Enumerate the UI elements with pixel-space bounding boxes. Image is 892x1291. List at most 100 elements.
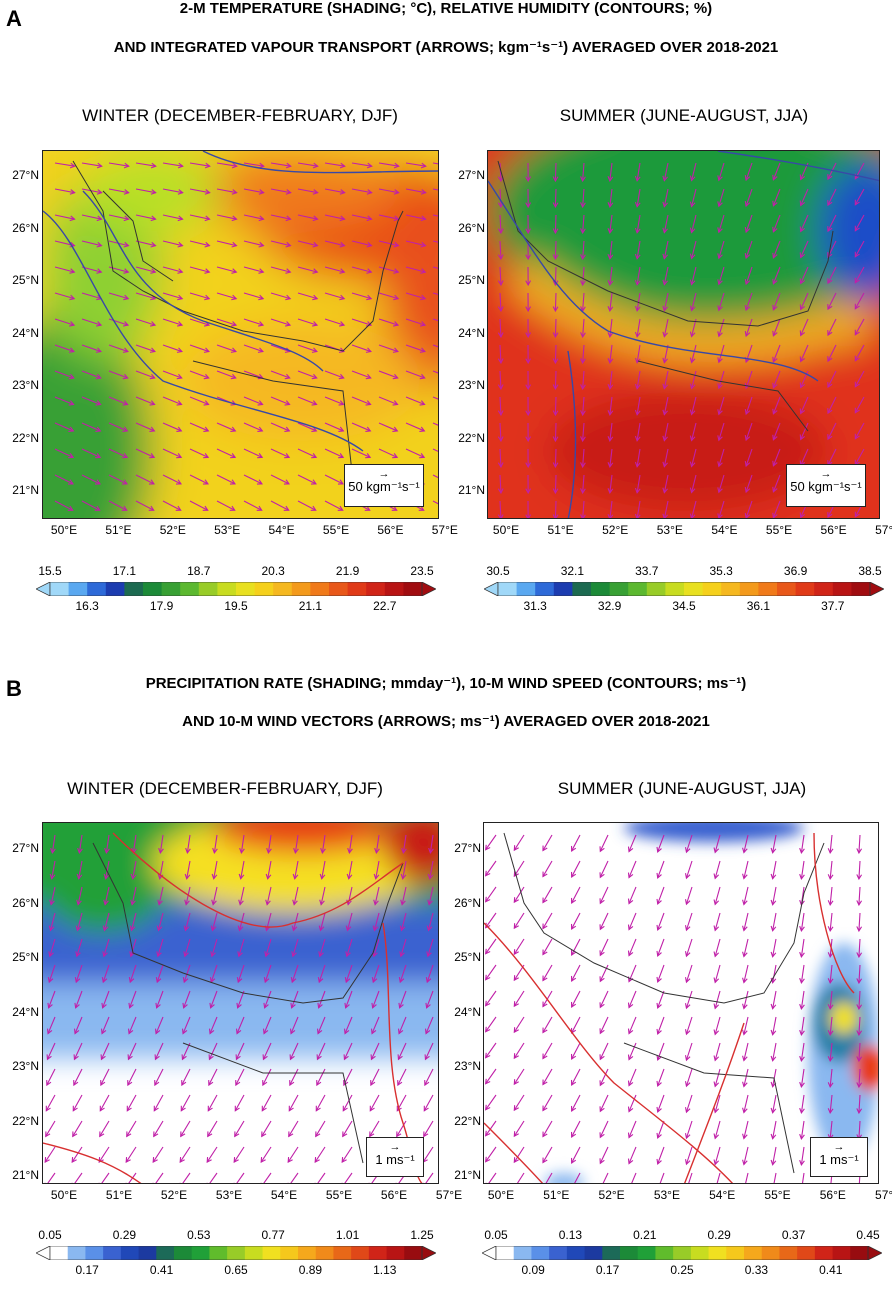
lon-label-6: 56°E: [820, 523, 847, 537]
colorbar-min-triangle: [484, 582, 499, 596]
vector-arrow: [370, 1068, 380, 1086]
vector-arrowhead: [689, 279, 696, 286]
vector-arrow: [270, 318, 291, 326]
vector-arrowhead: [156, 925, 163, 932]
vector-arrow: [858, 1094, 861, 1114]
vector-arrow: [297, 474, 317, 485]
vector-arrowhead: [257, 426, 264, 432]
vector-arrowhead: [552, 176, 559, 183]
vector-arrow: [432, 214, 438, 217]
vector-arrowhead: [525, 306, 532, 313]
colorbar-swatch: [244, 1246, 264, 1260]
vector-arrow: [745, 474, 753, 493]
vector-arrowhead: [231, 215, 238, 222]
vector-arrow: [162, 422, 182, 432]
vector-arrowhead: [231, 241, 238, 248]
vector-arrowhead: [158, 847, 164, 854]
vector-arrow: [156, 990, 164, 1009]
vector-arrowhead: [713, 951, 720, 958]
vector-arrow: [571, 912, 581, 930]
vector-arrow: [261, 1120, 272, 1137]
vector-arrow: [189, 162, 210, 167]
vector-arrow: [297, 370, 317, 379]
vector-arrowhead: [570, 975, 577, 982]
colorbar-swatch: [174, 1246, 193, 1260]
vector-arrowhead: [237, 925, 244, 932]
vector-arrowhead: [599, 1080, 605, 1087]
colorbar-tick-label: 0.41: [149, 1263, 174, 1277]
vector-arrow: [685, 860, 693, 879]
vector-arrow: [827, 214, 837, 232]
vector-arrow: [685, 886, 693, 905]
vector-arrow: [602, 1172, 609, 1183]
vector-arrow: [261, 1094, 272, 1112]
vector-arrowhead: [68, 347, 75, 353]
vector-arrow: [398, 1016, 407, 1034]
vector-arrowhead: [288, 1105, 294, 1112]
vector-arrowhead: [689, 175, 696, 182]
vector-arrow: [485, 990, 497, 1007]
vector-arrow: [513, 1068, 525, 1085]
vector-arrowhead: [123, 321, 130, 327]
lon-label-4: 54°E: [711, 523, 738, 537]
vector-arrowhead: [370, 1028, 377, 1035]
vector-arrow: [297, 266, 318, 273]
vector-arrow: [599, 990, 609, 1008]
vector-arrowhead: [258, 268, 265, 274]
vector-arrowhead: [127, 1028, 134, 1035]
vector-arrowhead: [717, 409, 723, 416]
vector-arrowhead: [182, 1002, 188, 1009]
vector-arrowhead: [318, 951, 324, 958]
vector-arrow: [216, 344, 237, 353]
vector-arrow: [351, 448, 371, 458]
vector-arrow: [374, 886, 380, 905]
vector-arrowhead: [513, 1105, 519, 1112]
vector-arrow: [54, 396, 74, 405]
colorbar-swatch: [498, 582, 518, 596]
vector-arrow: [291, 990, 299, 1009]
vector-arrow: [108, 292, 129, 300]
vector-arrowhead: [290, 1002, 296, 1009]
vector-arrowhead: [827, 900, 834, 907]
vector-arrow: [324, 318, 345, 326]
vector-arrow: [51, 860, 56, 879]
vector-arrowhead: [552, 332, 559, 339]
vector-arrowhead: [418, 505, 425, 511]
vector-arrow: [800, 938, 805, 957]
vector-arrow: [571, 1120, 581, 1138]
vector-arrow: [714, 938, 721, 957]
vector-arrowhead: [770, 1107, 777, 1114]
lon-label-3: 53°E: [656, 523, 683, 537]
vector-arrow: [378, 344, 399, 353]
lat-label-6: 21°N: [12, 1168, 39, 1182]
vector-arrow: [216, 474, 236, 485]
vector-arrow: [216, 188, 237, 194]
colorbar-swatch: [655, 1246, 674, 1260]
vector-arrowhead: [854, 355, 860, 362]
vector-arrow: [234, 1094, 245, 1112]
colorbar-swatch: [851, 582, 871, 596]
vector-arrowhead: [627, 1002, 634, 1009]
vector-arrowhead: [607, 228, 614, 235]
vector-arrow: [485, 834, 497, 851]
vector-arrowhead: [420, 189, 427, 195]
colorbar-max-triangle: [421, 1246, 436, 1260]
vector-arrowhead: [627, 950, 634, 957]
lat-label-5: 22°N: [454, 1113, 481, 1128]
colorbar-tick-label: 0.29: [707, 1228, 731, 1242]
vector-arrow: [582, 422, 585, 441]
vector-arrow: [663, 214, 669, 233]
colorbar-swatch: [832, 1246, 851, 1260]
vector-arrow: [81, 344, 102, 353]
colorbar-swatch: [191, 1246, 210, 1260]
vector-arrowhead: [237, 951, 243, 958]
vector-arrow: [691, 448, 697, 467]
colorbar-tick-label: 20.3: [261, 564, 285, 578]
vector-arrowhead: [772, 252, 778, 259]
colorbar-tick-label: 0.41: [819, 1263, 843, 1277]
vector-arrow: [772, 1016, 777, 1035]
vector-arrowhead: [285, 268, 292, 274]
vector-arrow: [240, 834, 245, 853]
vector-arrow: [345, 964, 353, 983]
vector-arrow: [685, 1016, 693, 1035]
